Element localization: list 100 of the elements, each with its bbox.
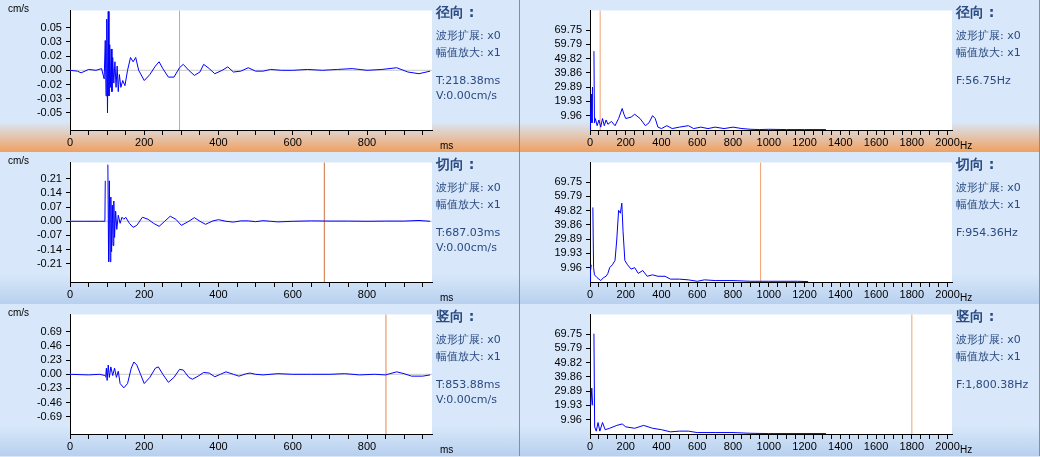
x-tick-label: 2000	[935, 135, 960, 148]
x-axis-title: Hz	[960, 139, 973, 151]
y-tick-label: -0.14	[36, 242, 62, 255]
y-tick-label: 69.75	[554, 175, 582, 188]
x-tick-label: 400	[209, 287, 228, 300]
text: 幅值放大: x1	[436, 349, 502, 364]
text: V:0.00cm/s	[436, 241, 499, 254]
text: T:218.38ms	[436, 74, 502, 87]
x-tick-label: 0	[66, 439, 74, 452]
text: 幅值放大: x1	[956, 349, 1022, 364]
y-tick-label: 19.93	[554, 94, 582, 107]
text: V:0.00cm/s	[436, 89, 499, 102]
y-tick-label: 0.14	[40, 185, 62, 198]
x-tick-label: 200	[616, 135, 635, 148]
text: 幅值放大: x1	[436, 197, 502, 212]
text: 波形扩展: x0	[436, 180, 502, 195]
y-axis-title: cm/s	[8, 2, 30, 14]
text: 径向 :	[436, 4, 476, 22]
y-tick-label: 19.93	[554, 246, 582, 259]
text: 竖向 :	[956, 308, 996, 326]
x-tick-label: 800	[723, 287, 743, 300]
x-tick-label: 0	[66, 287, 74, 300]
y-tick-label: 9.96	[560, 108, 582, 121]
text: T:853.88ms	[436, 378, 502, 391]
y-tick-label: 69.75	[554, 23, 582, 36]
x-tick-label: 400	[652, 439, 671, 452]
x-tick-label: 1200	[792, 439, 817, 452]
x-axis-title: Hz	[960, 443, 973, 455]
x-tick-label: 2000	[935, 287, 960, 300]
y-tick-label: 39.86	[554, 369, 582, 382]
y-tick-label: 0.00	[40, 367, 62, 380]
x-tick-label: 600	[283, 439, 302, 452]
text: V:0.00cm/s	[436, 393, 499, 406]
x-tick-label: 1000	[756, 135, 782, 148]
y-tick-label: 59.79	[554, 189, 582, 202]
text: 切向 :	[956, 156, 996, 174]
y-tick-label: -0.05	[36, 105, 62, 118]
x-tick-label: 1400	[828, 287, 853, 300]
x-axis-title: ms	[440, 443, 454, 455]
text: 波形扩展: x0	[956, 28, 1022, 43]
x-tick-label: 600	[688, 135, 707, 148]
x-tick-label: 1800	[899, 135, 925, 148]
text: 波形扩展: x0	[956, 332, 1022, 347]
x-tick-label: 1000	[756, 439, 782, 452]
y-tick-label: 49.82	[554, 51, 582, 64]
y-tick-label: 49.82	[554, 355, 582, 368]
x-tick-label: 400	[652, 135, 671, 148]
x-tick-label: 200	[135, 135, 154, 148]
x-tick-label: 0	[586, 135, 594, 148]
x-tick-label: 0	[586, 287, 594, 300]
y-axis-title: cm/s	[8, 154, 30, 166]
x-tick-label: 2000	[935, 439, 960, 452]
text: 幅值放大: x1	[436, 45, 502, 60]
y-tick-label: -0.07	[36, 228, 62, 241]
x-tick-label: 400	[652, 287, 671, 300]
x-tick-label: 800	[723, 135, 743, 148]
x-tick-label: 200	[135, 439, 154, 452]
y-tick-label: 0.21	[40, 171, 62, 184]
x-tick-label: 200	[616, 287, 635, 300]
x-tick-label: 600	[688, 439, 707, 452]
x-tick-label: 1600	[863, 439, 889, 452]
y-tick-label: 59.79	[554, 341, 582, 354]
y-tick-label: -0.02	[36, 77, 62, 90]
x-tick-label: 1600	[863, 135, 889, 148]
y-axis-title: cm/s	[8, 306, 30, 318]
y-tick-label: 39.86	[554, 65, 582, 78]
text: 幅值放大: x1	[956, 45, 1022, 60]
text: 竖向 :	[436, 308, 476, 326]
y-tick-label: 39.86	[554, 217, 582, 230]
y-tick-label: 29.89	[554, 384, 582, 397]
x-tick-label: 1800	[899, 287, 925, 300]
x-tick-label: 200	[616, 439, 635, 452]
y-tick-label: 0.02	[40, 49, 62, 62]
y-tick-label: -0.23	[36, 381, 62, 394]
y-tick-label: 19.93	[554, 398, 582, 411]
x-tick-label: 600	[283, 135, 302, 148]
x-tick-label: 1800	[899, 439, 925, 452]
y-tick-label: 9.96	[560, 412, 582, 425]
x-tick-label: 800	[357, 135, 377, 148]
x-tick-label: 400	[209, 439, 228, 452]
text: 波形扩展: x0	[436, 28, 502, 43]
y-tick-label: -0.69	[36, 409, 62, 422]
text: F:1,800.38Hz	[956, 378, 1030, 391]
x-tick-label: 600	[283, 287, 302, 300]
x-tick-label: 800	[357, 287, 377, 300]
y-tick-label: 29.89	[554, 80, 582, 93]
x-tick-label: 1400	[828, 439, 853, 452]
x-tick-label: 1400	[828, 135, 853, 148]
y-tick-label: 0.00	[40, 63, 62, 76]
x-tick-label: 1200	[792, 287, 817, 300]
x-tick-label: 0	[66, 135, 74, 148]
text: 幅值放大: x1	[956, 197, 1022, 212]
text: F:56.75Hz	[956, 74, 1012, 87]
text: T:687.03ms	[436, 226, 502, 239]
x-tick-label: 0	[586, 439, 594, 452]
text: 切向 :	[436, 156, 476, 174]
y-tick-label: 49.82	[554, 203, 582, 216]
y-tick-label: 59.79	[554, 37, 582, 50]
x-axis-title: ms	[440, 139, 454, 151]
x-tick-label: 400	[209, 135, 228, 148]
